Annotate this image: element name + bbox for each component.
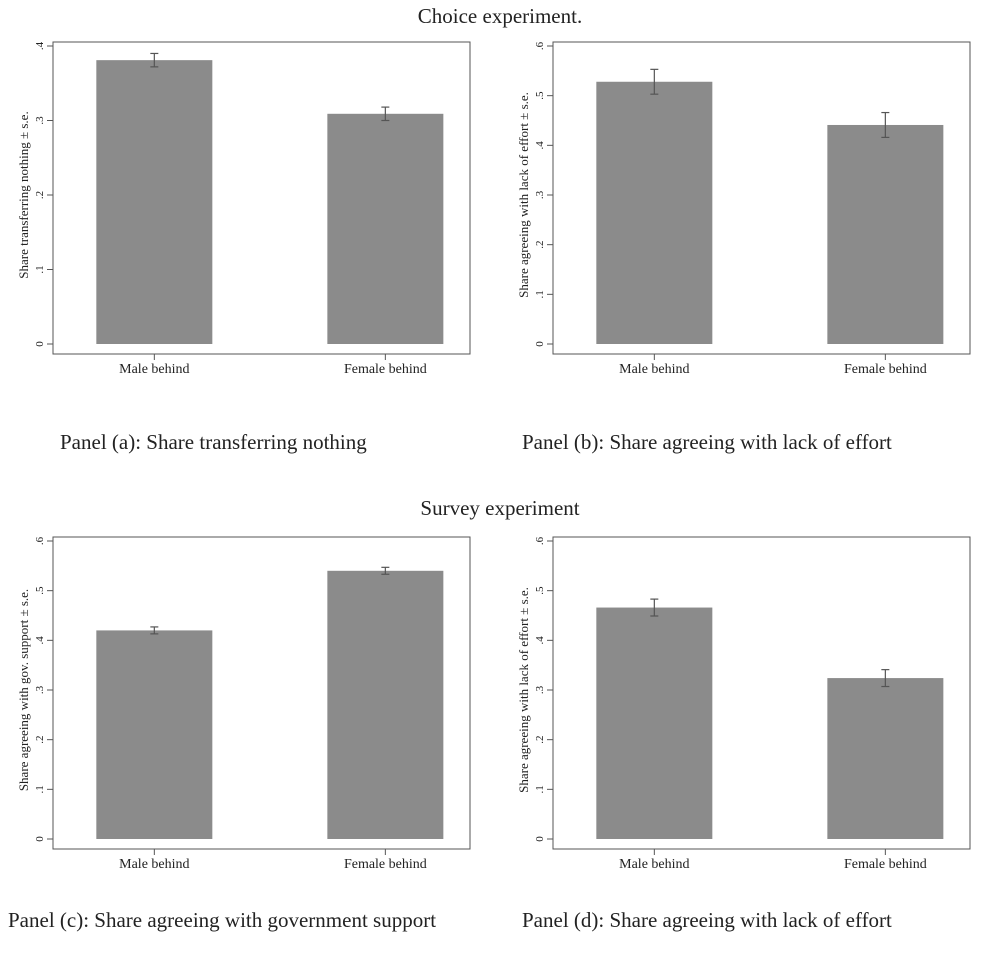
y-tick-label: 0	[34, 341, 46, 347]
y-tick-label: .6	[534, 41, 546, 50]
y-tick-label: .2	[34, 191, 46, 199]
x-tick-label: Male behind	[119, 857, 189, 872]
y-tick-label: .1	[34, 265, 46, 273]
panel-a-chart: 0 .1 .2 .3 .4 Share transferring nothing ± s.…	[16, 41, 471, 377]
caption-panel-d: Panel (d): Share agreeing with lack of e…	[522, 908, 892, 932]
y-tick-label: 0	[534, 836, 546, 842]
section-title-survey: Survey experiment	[420, 496, 580, 520]
y-tick-label: 0	[34, 836, 46, 842]
y-tick-label: .5	[534, 586, 546, 595]
panel-b-chart: 0 .1 .2 .3 .4 .5 .6 Share agreeing with lack of…	[516, 41, 971, 377]
x-tick-label: Female behind	[344, 362, 427, 377]
y-tick-label: .4	[534, 141, 546, 150]
y-axis-label: Share agreeing with lack of effort ± s.e…	[516, 92, 531, 298]
y-axis-label: Share transferring nothing ± s.e.	[16, 111, 31, 278]
y-tick-label: .2	[34, 736, 46, 744]
bar-male-behind	[96, 630, 213, 839]
y-tick-label: .5	[534, 91, 546, 100]
bar-male-behind	[596, 81, 713, 344]
bar-female-behind	[827, 124, 944, 344]
caption-panel-a: Panel (a): Share transferring nothing	[60, 430, 367, 454]
x-tick-label: Female behind	[844, 362, 927, 377]
y-tick-label: .6	[34, 536, 46, 545]
caption-panel-b: Panel (b): Share agreeing with lack of e…	[522, 430, 892, 454]
y-tick-label: .5	[34, 586, 46, 595]
y-tick-label: .6	[534, 536, 546, 545]
x-tick-label: Male behind	[619, 362, 689, 377]
y-tick-label: .4	[534, 636, 546, 645]
y-tick-label: .1	[534, 290, 546, 298]
plot-frame	[52, 41, 471, 355]
y-tick-label: .3	[34, 685, 46, 694]
y-tick-label: .3	[34, 116, 46, 125]
y-tick-label: .1	[534, 785, 546, 793]
y-tick-label: .2	[534, 736, 546, 744]
y-tick-label: .3	[534, 190, 546, 199]
plot-frame	[552, 536, 971, 850]
caption-panel-c: Panel (c): Share agreeing with governmen…	[8, 908, 437, 932]
x-tick-label: Male behind	[119, 362, 189, 377]
y-axis-label: Share agreeing with gov. support ± s.e.	[16, 589, 31, 791]
y-tick-label: .3	[534, 685, 546, 694]
panel-d-chart: 0 .1 .2 .3 .4 .5 .6 Share agreeing with lack of…	[516, 536, 971, 872]
bar-female-behind	[327, 113, 444, 344]
section-title-choice: Choice experiment.	[417, 4, 583, 28]
y-tick-label: .2	[534, 241, 546, 249]
y-tick-label: .4	[34, 41, 46, 50]
y-tick-label: 0	[534, 341, 546, 347]
y-tick-label: .1	[34, 785, 46, 793]
x-tick-label: Female behind	[844, 857, 927, 872]
x-tick-label: Female behind	[344, 857, 427, 872]
bar-male-behind	[96, 60, 213, 344]
bar-male-behind	[596, 607, 713, 839]
bar-female-behind	[327, 570, 444, 839]
plot-frame	[552, 41, 971, 355]
bar-female-behind	[827, 678, 944, 839]
plot-frame	[52, 536, 471, 850]
x-tick-label: Male behind	[619, 857, 689, 872]
y-tick-label: .4	[34, 636, 46, 645]
panel-c-chart: 0 .1 .2 .3 .4 .5 .6 Share agreeing with gov. su…	[16, 536, 471, 872]
y-axis-label: Share agreeing with lack of effort ± s.e…	[516, 587, 531, 793]
